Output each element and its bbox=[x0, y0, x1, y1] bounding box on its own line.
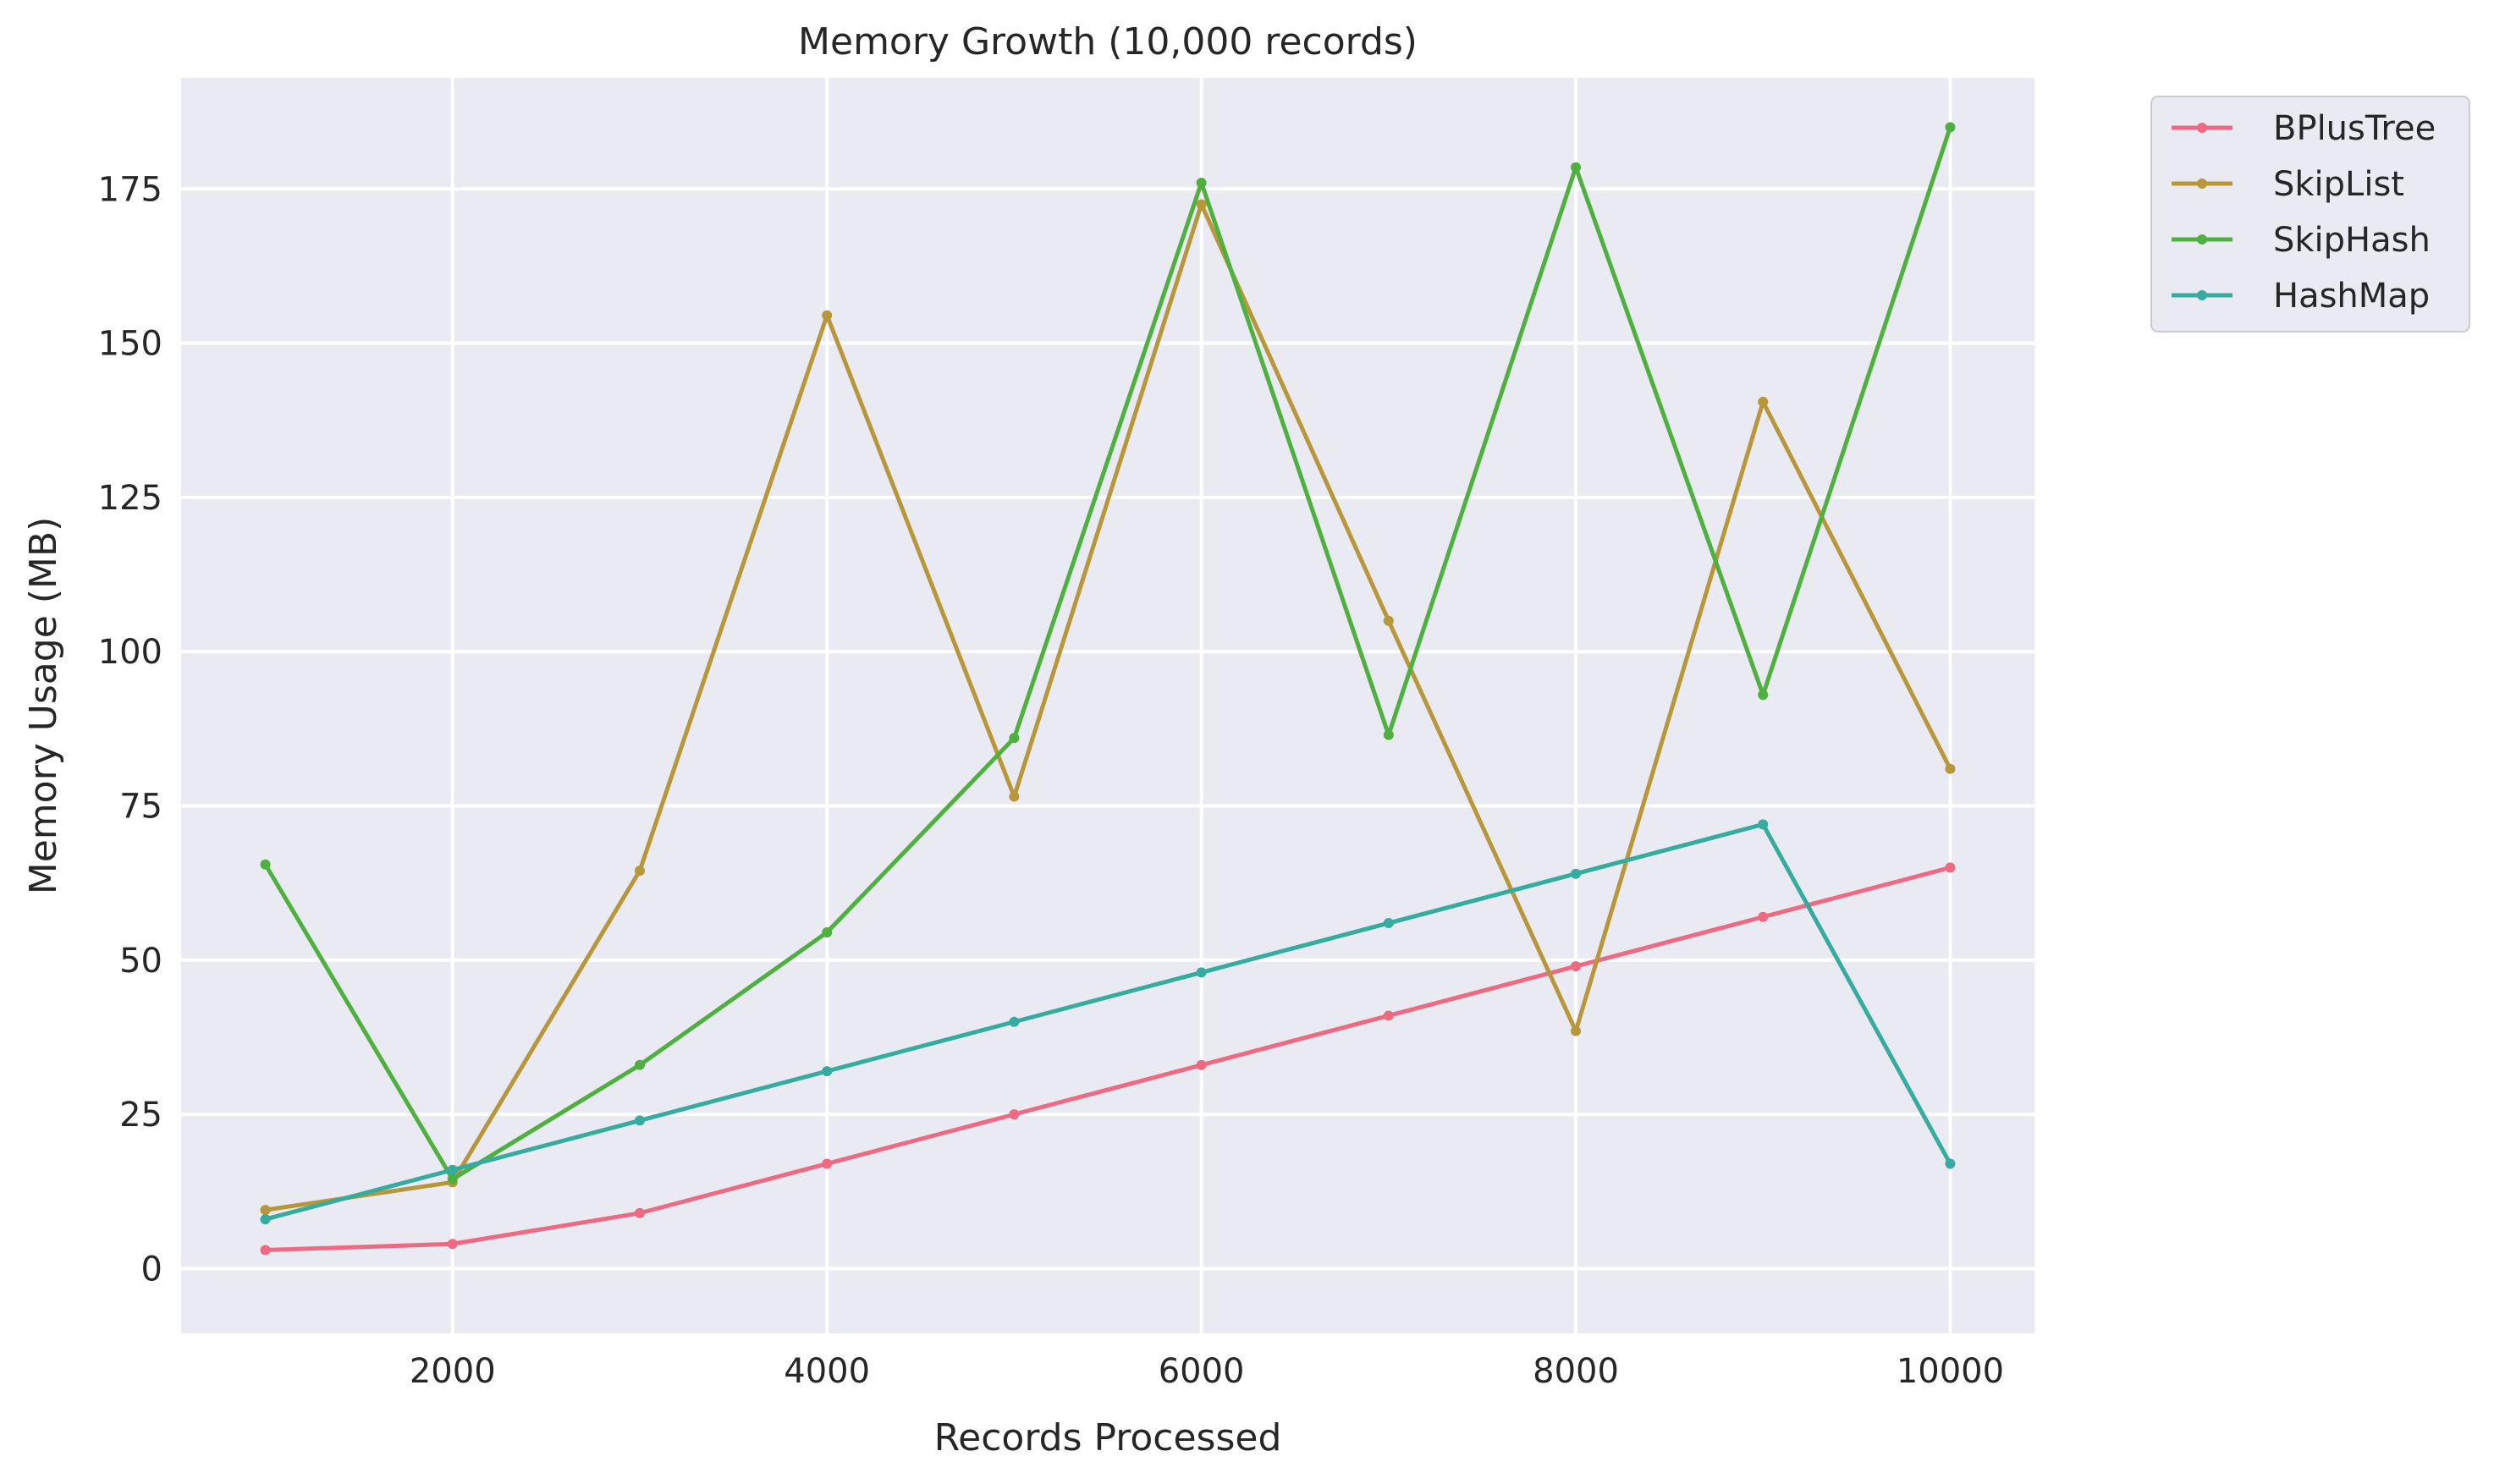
data-point-bplustree bbox=[1009, 1109, 1020, 1120]
legend-marker bbox=[2197, 290, 2207, 300]
data-point-skiphash bbox=[447, 1173, 458, 1184]
data-point-skiplist bbox=[1758, 396, 1769, 407]
series-hashmap bbox=[260, 819, 1956, 1225]
data-point-bplustree bbox=[260, 1245, 271, 1256]
series-skiphash bbox=[260, 122, 1956, 1184]
data-point-skiplist bbox=[1009, 791, 1020, 802]
data-point-skiplist bbox=[822, 310, 833, 321]
legend: BPlusTree SkipList SkipHash HashMap bbox=[2150, 96, 2470, 333]
legend-item-hashmap: HashMap bbox=[2172, 277, 2430, 316]
legend-item-skiplist: SkipList bbox=[2172, 165, 2404, 204]
x-tick-label: 10000 bbox=[1897, 1352, 2004, 1391]
y-tick-label: 100 bbox=[98, 633, 162, 672]
data-point-skiphash bbox=[1758, 690, 1769, 701]
data-point-hashmap bbox=[1945, 1158, 1956, 1169]
y-axis-ticks: 0 25 50 75 100 125 150 175 bbox=[98, 170, 162, 1289]
legend-marker bbox=[2197, 123, 2207, 133]
x-tick-label: 6000 bbox=[1159, 1352, 1245, 1391]
y-tick-label: 25 bbox=[119, 1096, 162, 1135]
data-point-bplustree bbox=[447, 1239, 458, 1250]
data-point-skiphash bbox=[1571, 162, 1582, 173]
data-point-skiphash bbox=[1945, 122, 1956, 133]
legend-label: SkipList bbox=[2273, 165, 2404, 204]
data-point-bplustree bbox=[1758, 911, 1769, 922]
series-bplustree bbox=[260, 862, 1956, 1256]
x-axis-label: Records Processed bbox=[934, 1416, 1282, 1459]
series-line-hashmap bbox=[263, 822, 1952, 1222]
x-tick-label: 4000 bbox=[784, 1352, 870, 1391]
data-point-skiplist bbox=[1383, 615, 1394, 626]
y-tick-label: 125 bbox=[98, 479, 162, 518]
data-point-skiphash bbox=[634, 1059, 645, 1070]
series-line-skiplist bbox=[263, 201, 1952, 1212]
data-point-bplustree bbox=[822, 1158, 833, 1169]
data-point-skiphash bbox=[1009, 733, 1020, 744]
data-point-hashmap bbox=[822, 1066, 833, 1077]
data-point-hashmap bbox=[260, 1214, 271, 1225]
y-tick-label: 75 bbox=[119, 788, 162, 827]
y-tick-label: 150 bbox=[98, 325, 162, 364]
legend-marker bbox=[2197, 234, 2207, 245]
data-point-skiphash bbox=[1383, 729, 1394, 740]
legend-marker bbox=[2197, 179, 2207, 189]
legend-label: BPlusTree bbox=[2273, 109, 2436, 148]
data-point-skiplist bbox=[1571, 1025, 1582, 1036]
data-point-hashmap bbox=[447, 1164, 458, 1175]
data-point-skiphash bbox=[1196, 177, 1207, 188]
legend-box bbox=[2150, 96, 2470, 333]
data-point-hashmap bbox=[1196, 967, 1207, 978]
plot-background bbox=[181, 78, 2034, 1333]
data-point-skiplist bbox=[1945, 763, 1956, 774]
data-point-bplustree bbox=[1571, 961, 1582, 972]
data-point-skiplist bbox=[260, 1205, 271, 1216]
legend-label: SkipHash bbox=[2273, 221, 2431, 260]
data-point-bplustree bbox=[1196, 1059, 1207, 1070]
x-tick-label: 2000 bbox=[410, 1352, 496, 1391]
x-tick-label: 8000 bbox=[1533, 1352, 1619, 1391]
data-point-bplustree bbox=[634, 1207, 645, 1218]
y-axis-label: Memory Usage (MB) bbox=[22, 517, 65, 895]
series-line-skiphash bbox=[263, 124, 1952, 1182]
legend-item-bplustree: BPlusTree bbox=[2172, 109, 2436, 148]
data-point-bplustree bbox=[1383, 1010, 1394, 1021]
x-axis-ticks: 2000 4000 6000 8000 10000 bbox=[410, 1352, 2004, 1391]
data-point-skiplist bbox=[634, 866, 645, 877]
y-tick-label: 50 bbox=[119, 942, 162, 981]
data-point-skiphash bbox=[260, 859, 271, 870]
series-line-bplustree bbox=[263, 865, 1952, 1253]
legend-label: HashMap bbox=[2273, 277, 2430, 316]
data-point-hashmap bbox=[1758, 819, 1769, 830]
series-lines bbox=[260, 122, 1956, 1256]
chart-title: Memory Growth (10,000 records) bbox=[798, 20, 1418, 63]
data-point-hashmap bbox=[1571, 868, 1582, 879]
data-point-hashmap bbox=[1383, 918, 1394, 929]
data-point-hashmap bbox=[1009, 1016, 1020, 1027]
data-point-hashmap bbox=[634, 1115, 645, 1126]
y-tick-label: 175 bbox=[98, 170, 162, 209]
data-point-skiphash bbox=[822, 926, 833, 937]
legend-item-skiphash: SkipHash bbox=[2172, 221, 2431, 260]
y-tick-label: 0 bbox=[141, 1250, 162, 1289]
data-point-bplustree bbox=[1945, 862, 1956, 873]
data-point-skiplist bbox=[1196, 199, 1207, 210]
